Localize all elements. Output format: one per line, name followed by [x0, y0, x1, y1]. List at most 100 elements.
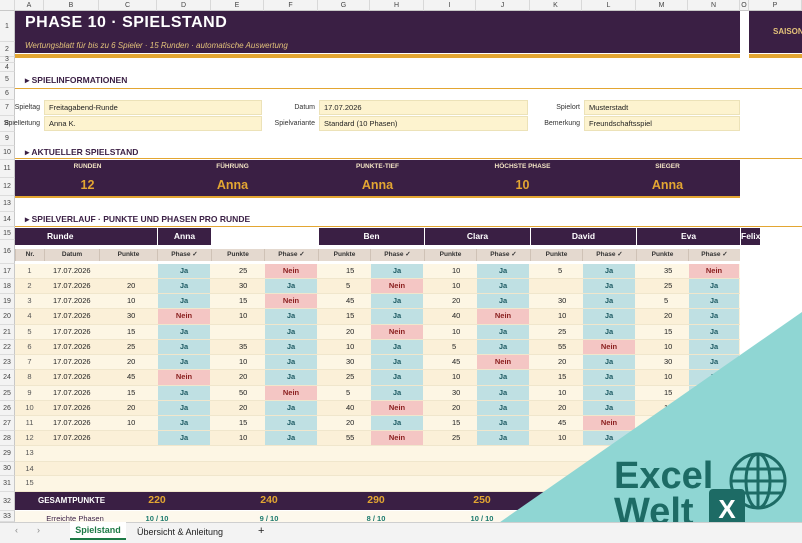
tab-scroll-left-icon[interactable]: ‹	[15, 525, 18, 535]
phase-cell[interactable]: Ja	[583, 355, 635, 369]
phase-cell[interactable]: Ja	[583, 294, 635, 308]
row-header[interactable]: 5	[0, 72, 15, 88]
round-date[interactable]: 17.07.2026	[53, 372, 91, 381]
column-header[interactable]: L	[582, 0, 636, 11]
tab-uebersicht[interactable]: Übersicht & Anleitung	[137, 527, 224, 537]
phase-cell[interactable]: Ja	[583, 325, 635, 339]
variante-field[interactable]: Standard (10 Phasen)	[319, 116, 528, 131]
points-cell[interactable]: 20	[239, 403, 248, 412]
column-header[interactable]: D	[157, 0, 211, 11]
phase-cell[interactable]: Ja	[689, 294, 739, 308]
phase-cell[interactable]: Ja	[477, 370, 529, 385]
phase-cell[interactable]: Ja	[158, 279, 210, 293]
phase-cell[interactable]: Nein	[371, 401, 423, 415]
phase-cell[interactable]: Ja	[371, 416, 423, 430]
row-header[interactable]: 7	[0, 100, 15, 116]
phase-cell[interactable]: Ja	[158, 401, 210, 415]
points-cell[interactable]: 30	[452, 388, 461, 397]
row-header[interactable]: 33	[0, 511, 15, 522]
row-header[interactable]: 22	[0, 340, 15, 355]
phase-cell[interactable]: Ja	[689, 309, 739, 324]
phase-cell[interactable]: Ja	[371, 355, 423, 369]
row-header[interactable]: 12	[0, 178, 15, 196]
points-cell[interactable]: 5	[346, 281, 351, 290]
points-cell[interactable]: 5	[346, 388, 351, 397]
row-header[interactable]: 14	[0, 212, 15, 227]
round-date[interactable]: 17.07.2026	[53, 342, 91, 351]
row-header[interactable]: 29	[0, 446, 15, 462]
spieltag-field[interactable]: Freitagabend-Runde	[44, 100, 262, 115]
points-cell[interactable]: 5	[452, 342, 457, 351]
row-header[interactable]: 28	[0, 431, 15, 446]
phase-cell[interactable]: Ja	[371, 370, 423, 385]
leitung-field[interactable]: Anna K.	[44, 116, 262, 131]
column-header[interactable]: F	[264, 0, 318, 11]
phase-cell[interactable]: Ja	[477, 340, 529, 354]
phase-cell[interactable]: Ja	[477, 416, 529, 430]
points-cell[interactable]: 15	[664, 327, 673, 336]
points-cell[interactable]: 15	[664, 388, 673, 397]
points-cell[interactable]: 20	[452, 296, 461, 305]
phase-cell[interactable]: Nein	[265, 294, 317, 308]
row-header[interactable]: 8	[0, 116, 15, 132]
row-header[interactable]: 20	[0, 309, 15, 325]
row-header[interactable]: 15	[0, 227, 15, 240]
column-header[interactable]: N	[688, 0, 740, 11]
row-header[interactable]: 31	[0, 476, 15, 492]
points-cell[interactable]: 25	[452, 433, 461, 442]
row-header[interactable]: 9	[0, 132, 15, 146]
points-cell[interactable]: 10	[346, 342, 355, 351]
points-cell[interactable]: 45	[346, 296, 355, 305]
row-header[interactable]: 32	[0, 492, 15, 511]
round-date[interactable]: 17.07.2026	[53, 266, 91, 275]
points-cell[interactable]: 15	[452, 418, 461, 427]
row-header[interactable]: 19	[0, 294, 15, 309]
column-header[interactable]: K	[530, 0, 582, 11]
points-cell[interactable]: 15	[346, 266, 355, 275]
points-cell[interactable]: 25	[239, 266, 248, 275]
phase-cell[interactable]: Ja	[477, 264, 529, 278]
points-cell[interactable]: 15	[346, 311, 355, 320]
points-cell[interactable]: 55	[558, 342, 567, 351]
phase-cell[interactable]: Ja	[583, 401, 635, 415]
phase-cell[interactable]: Ja	[158, 416, 210, 430]
round-date[interactable]: 17.07.2026	[53, 418, 91, 427]
phase-cell[interactable]: Ja	[583, 309, 635, 324]
points-cell[interactable]: 20	[127, 357, 136, 366]
row-header[interactable]: 25	[0, 386, 15, 401]
points-cell[interactable]: 25	[558, 327, 567, 336]
round-date[interactable]: 17.07.2026	[53, 388, 91, 397]
points-cell[interactable]: 15	[239, 418, 248, 427]
phase-cell[interactable]: Ja	[583, 279, 635, 293]
points-cell[interactable]: 5	[664, 296, 669, 305]
phase-cell[interactable]: Ja	[371, 309, 423, 324]
row-header[interactable]: 21	[0, 325, 15, 340]
row-header[interactable]: 10	[0, 146, 15, 160]
phase-cell[interactable]: Nein	[265, 264, 317, 278]
row-header[interactable]: 26	[0, 401, 15, 416]
phase-cell[interactable]: Ja	[477, 294, 529, 308]
points-cell[interactable]: 20	[558, 403, 567, 412]
points-cell[interactable]: 10	[558, 311, 567, 320]
row-header[interactable]: 3	[0, 56, 15, 63]
phase-cell[interactable]: Ja	[371, 264, 423, 278]
column-header[interactable]: C	[99, 0, 157, 11]
phase-cell[interactable]: Ja	[158, 325, 210, 339]
row-header[interactable]: 2	[0, 42, 15, 57]
column-header[interactable]: G	[318, 0, 370, 11]
points-cell[interactable]: 40	[346, 403, 355, 412]
phase-cell[interactable]: Ja	[265, 431, 317, 445]
phase-cell[interactable]: Nein	[583, 340, 635, 354]
round-date[interactable]: 17.07.2026	[53, 357, 91, 366]
points-cell[interactable]: 10	[664, 342, 673, 351]
phase-cell[interactable]: Ja	[477, 325, 529, 339]
points-cell[interactable]: 25	[127, 342, 136, 351]
phase-cell[interactable]: Ja	[158, 294, 210, 308]
points-cell[interactable]: 30	[558, 296, 567, 305]
points-cell[interactable]: 10	[239, 357, 248, 366]
points-cell[interactable]: 55	[346, 433, 355, 442]
phase-cell[interactable]: Ja	[371, 294, 423, 308]
phase-cell[interactable]: Nein	[477, 355, 529, 369]
column-header[interactable]: H	[370, 0, 424, 11]
phase-cell[interactable]: Ja	[158, 264, 210, 278]
